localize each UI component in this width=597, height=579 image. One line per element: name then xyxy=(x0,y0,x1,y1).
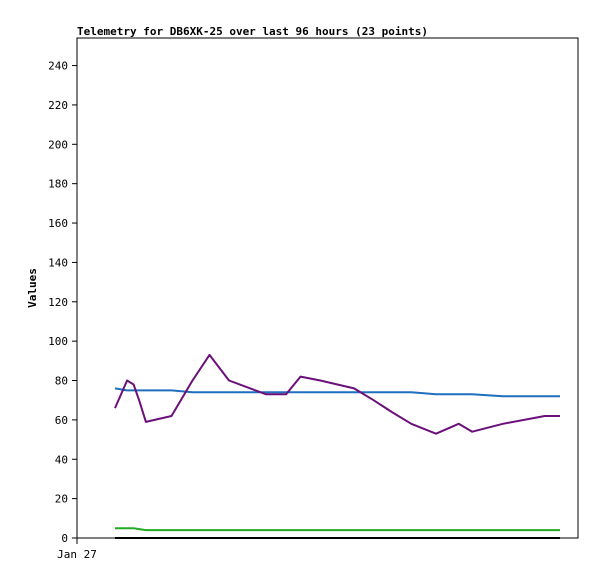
y-tick-label: 100 xyxy=(48,335,68,348)
y-tick-label: 140 xyxy=(48,256,68,269)
y-tick-label: 0 xyxy=(61,532,68,545)
y-tick-label: 220 xyxy=(48,99,68,112)
series-line-1 xyxy=(114,387,560,398)
y-axis-label: Values xyxy=(26,268,39,308)
series-line-2 xyxy=(114,353,560,435)
chart-title: Telemetry for DB6XK-25 over last 96 hour… xyxy=(77,25,428,38)
y-axis: 0 20 40 60 80 100 120 140 160 180 200 220 240 xyxy=(48,60,77,545)
y-tick-label: 240 xyxy=(48,60,68,73)
y-tick-label: 200 xyxy=(48,138,68,151)
y-tick-label: 40 xyxy=(55,453,68,466)
y-tick-label: 180 xyxy=(48,178,68,191)
y-tick-label: 80 xyxy=(55,375,68,388)
x-axis: Jan 27 xyxy=(57,538,97,561)
y-tick-label: 20 xyxy=(55,493,68,506)
y-tick-label: 120 xyxy=(48,296,68,309)
series-group xyxy=(114,353,560,539)
y-tick-label: 160 xyxy=(48,217,68,230)
series-line-3 xyxy=(115,527,560,532)
x-tick-label: Jan 27 xyxy=(57,548,97,561)
y-tick-label: 60 xyxy=(55,414,68,427)
